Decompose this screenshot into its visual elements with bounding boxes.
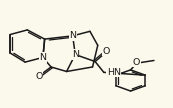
Text: O: O (35, 72, 43, 81)
Text: N: N (39, 53, 46, 62)
Text: O: O (133, 58, 140, 67)
Text: HN: HN (107, 68, 121, 77)
Text: N: N (69, 31, 76, 40)
Text: N: N (72, 50, 79, 59)
Text: O: O (103, 47, 110, 56)
